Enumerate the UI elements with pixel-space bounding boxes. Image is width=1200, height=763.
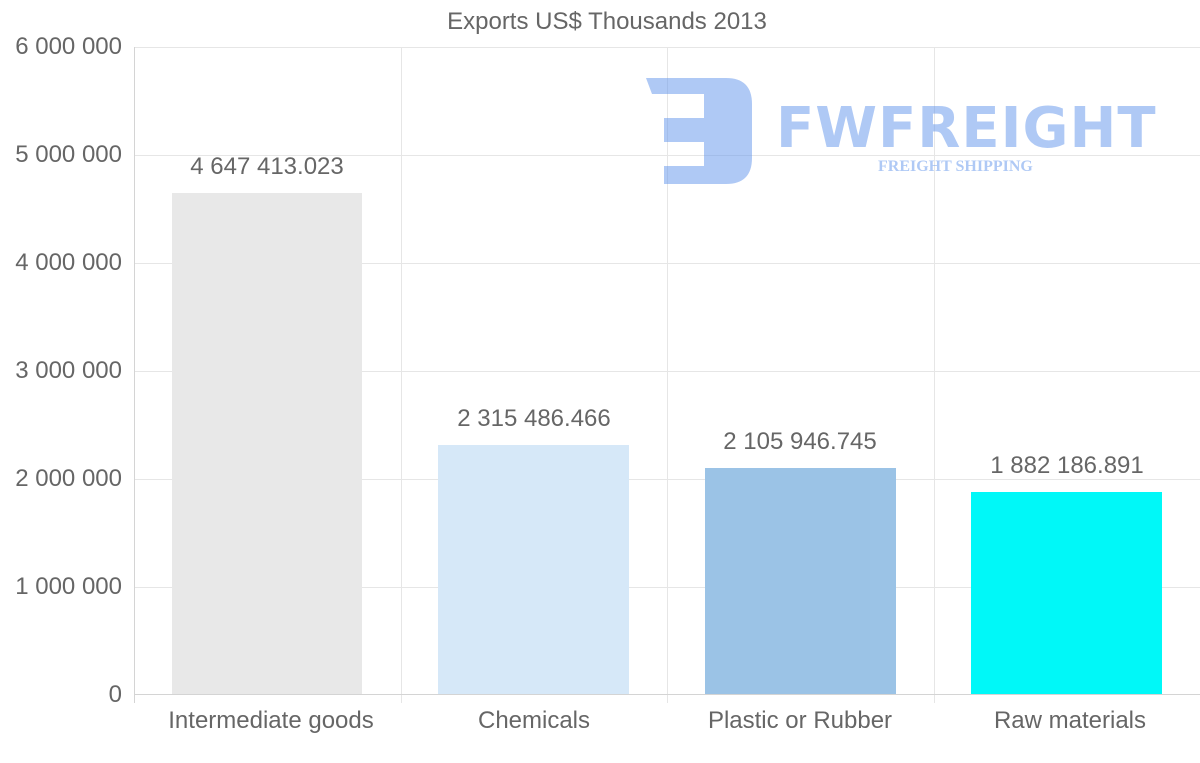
- bar-intermediate-goods[interactable]: [172, 193, 362, 695]
- bar-raw-materials[interactable]: [971, 492, 1162, 695]
- fwfreight-logo-icon: [646, 78, 752, 184]
- y-tick-label: 0: [108, 681, 122, 708]
- y-tick-label: 3 000 000: [15, 357, 122, 384]
- watermark-brand: FWFREIGHT: [776, 96, 1157, 161]
- chart-title: Exports US$ Thousands 2013: [447, 8, 767, 35]
- category-separator: [401, 47, 402, 703]
- category-separator: [934, 47, 935, 703]
- x-axis-line: [134, 694, 1200, 695]
- bar-value-label: 2 315 486.466: [457, 405, 611, 432]
- bar-value-label: 2 105 946.745: [723, 428, 877, 455]
- category-separator: [667, 47, 668, 703]
- y-tick-label: 1 000 000: [15, 573, 122, 600]
- y-tick-label: 6 000 000: [15, 33, 122, 60]
- x-tick-label: Intermediate goods: [168, 707, 374, 734]
- x-tick-label: Chemicals: [477, 707, 591, 734]
- watermark-tagline: FREIGHT SHIPPING: [878, 158, 1033, 175]
- y-axis-line: [134, 47, 135, 703]
- bar-value-label: 4 647 413.023: [190, 153, 344, 180]
- bar-value-label: 1 882 186.891: [990, 452, 1144, 479]
- x-tick-label: Plastic or Rubber: [707, 707, 893, 734]
- brand-watermark: FWFREIGHT FREIGHT SHIPPING: [646, 72, 1156, 192]
- y-tick-label: 2 000 000: [15, 465, 122, 492]
- x-tick-label: Raw materials: [993, 707, 1147, 734]
- bar-chemicals[interactable]: [438, 445, 629, 695]
- bar-plastic-or-rubber[interactable]: [705, 468, 896, 695]
- y-tick-label: 5 000 000: [15, 141, 122, 168]
- y-tick-label: 4 000 000: [15, 249, 122, 276]
- plot-area: [134, 47, 1200, 703]
